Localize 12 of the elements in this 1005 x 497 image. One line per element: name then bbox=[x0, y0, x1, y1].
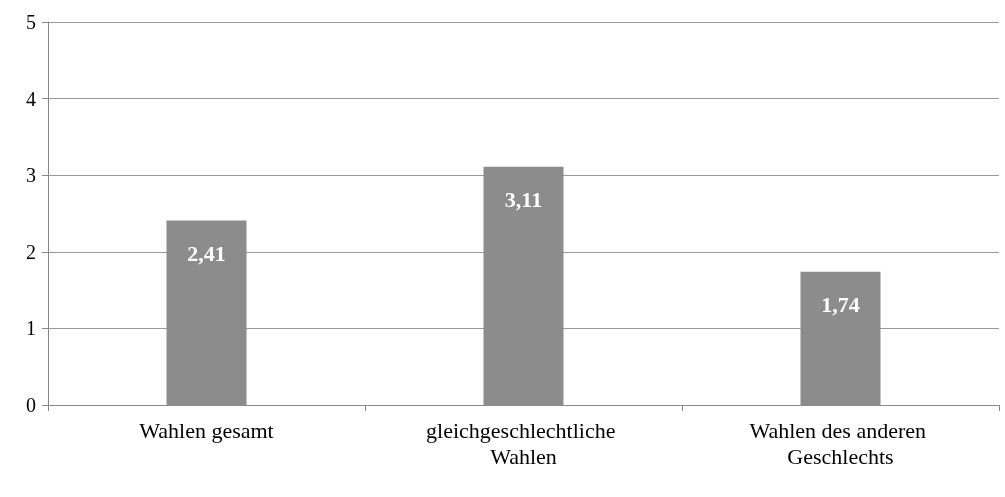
y-tick-label: 4 bbox=[26, 87, 36, 110]
data-label: 2,41 bbox=[187, 240, 226, 266]
x-tick-label: Wahlen gesamt bbox=[139, 417, 274, 443]
y-tick-label: 1 bbox=[26, 317, 36, 340]
y-tick-label: 5 bbox=[26, 11, 36, 33]
y-tick-label: 3 bbox=[26, 164, 36, 187]
data-label: 3,11 bbox=[504, 187, 543, 213]
data-label: 1,74 bbox=[821, 292, 860, 318]
x-tick-label: Wahlen des anderen Geschlechts bbox=[749, 417, 932, 469]
x-tick-label: gleichgeschlechtliche Wahlen bbox=[426, 417, 621, 469]
y-tick-label: 0 bbox=[26, 394, 36, 416]
y-tick-label: 2 bbox=[26, 240, 36, 263]
